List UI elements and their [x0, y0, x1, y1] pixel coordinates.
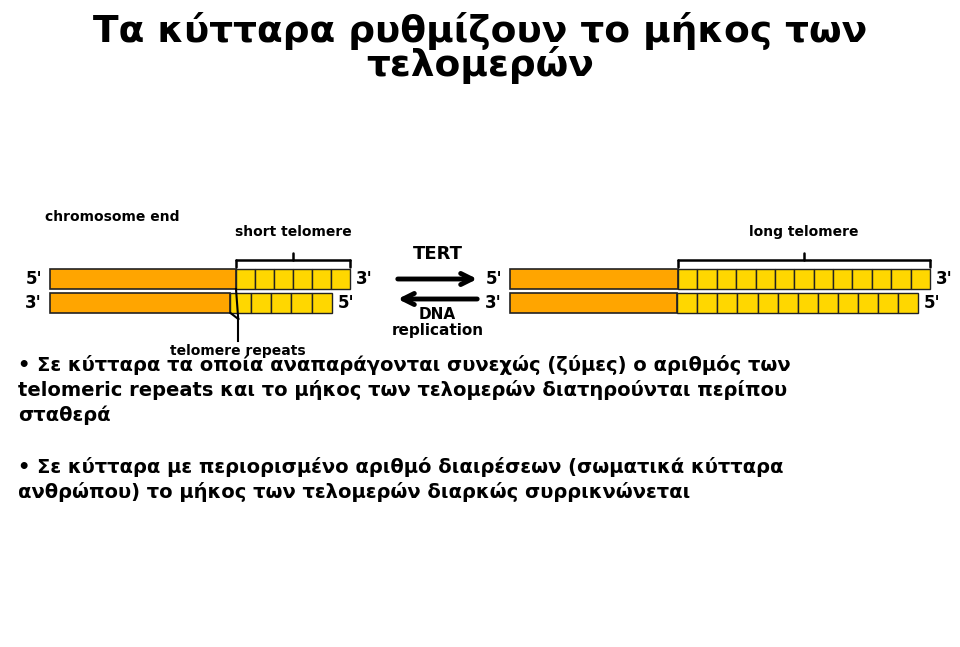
Text: 3': 3' — [356, 270, 372, 288]
Text: 5': 5' — [25, 270, 42, 288]
Bar — [877, 293, 898, 313]
Bar — [818, 293, 838, 313]
Text: TERT: TERT — [413, 245, 463, 263]
Bar — [775, 269, 794, 289]
Bar — [510, 269, 678, 289]
Bar — [678, 293, 697, 313]
Bar — [293, 269, 312, 289]
Text: 3': 3' — [485, 294, 502, 312]
Bar — [814, 269, 833, 289]
Text: 5': 5' — [486, 270, 502, 288]
Bar — [255, 269, 274, 289]
Bar — [737, 293, 757, 313]
Bar — [891, 269, 911, 289]
Text: • Σε κύτταρα τα οποία αναπαράγονται συνεχώς (ζύμες) ο αριθμός των: • Σε κύτταρα τα οποία αναπαράγονται συνε… — [18, 355, 791, 375]
Bar — [852, 269, 872, 289]
Bar — [833, 269, 852, 289]
Bar — [756, 269, 775, 289]
Text: ανθρώπου) το μήκος των τελομερών διαρκώς συρρικνώνεται: ανθρώπου) το μήκος των τελομερών διαρκώς… — [18, 482, 690, 502]
Bar — [838, 293, 858, 313]
Bar — [678, 269, 697, 289]
Text: 3': 3' — [25, 294, 42, 312]
Bar — [717, 269, 736, 289]
Bar — [717, 293, 737, 313]
Text: telomere repeats: telomere repeats — [171, 344, 306, 358]
Text: 3': 3' — [936, 270, 952, 288]
Bar — [911, 269, 930, 289]
Bar — [898, 293, 918, 313]
Bar — [271, 293, 292, 313]
Bar — [798, 293, 818, 313]
Bar — [778, 293, 798, 313]
Bar — [331, 269, 350, 289]
Text: DNA: DNA — [419, 307, 456, 322]
Bar — [274, 269, 293, 289]
Bar — [50, 269, 236, 289]
Text: long telomere: long telomere — [749, 225, 859, 239]
Bar — [736, 269, 756, 289]
Text: telomeric repeats και το μήκος των τελομερών διατηρούνται περίπου: telomeric repeats και το μήκος των τελομ… — [18, 380, 787, 400]
Text: σταθερά: σταθερά — [18, 405, 110, 424]
Bar — [858, 293, 877, 313]
Bar — [251, 293, 271, 313]
Bar — [697, 269, 717, 289]
Text: replication: replication — [392, 323, 484, 338]
Bar — [794, 269, 814, 289]
Bar — [697, 293, 717, 313]
Bar — [312, 269, 331, 289]
Bar — [757, 293, 778, 313]
Bar — [872, 269, 891, 289]
Text: short telomere: short telomere — [234, 225, 351, 239]
Text: chromosome end: chromosome end — [45, 210, 180, 224]
Bar — [292, 293, 312, 313]
Text: • Σε κύτταρα με περιορισμένο αριθμό διαιρέσεων (σωματικά κύτταρα: • Σε κύτταρα με περιορισμένο αριθμό διαι… — [18, 457, 783, 477]
Text: 5': 5' — [924, 294, 941, 312]
Bar — [50, 293, 230, 313]
Text: 5': 5' — [338, 294, 354, 312]
Text: Τα κύτταρα ρυθμίζουν το μήκος των: Τα κύτταρα ρυθμίζουν το μήκος των — [93, 12, 867, 50]
Bar — [236, 269, 255, 289]
Bar — [312, 293, 332, 313]
Bar — [510, 293, 678, 313]
Bar — [230, 293, 251, 313]
Text: τελομερών: τελομερών — [366, 46, 594, 84]
